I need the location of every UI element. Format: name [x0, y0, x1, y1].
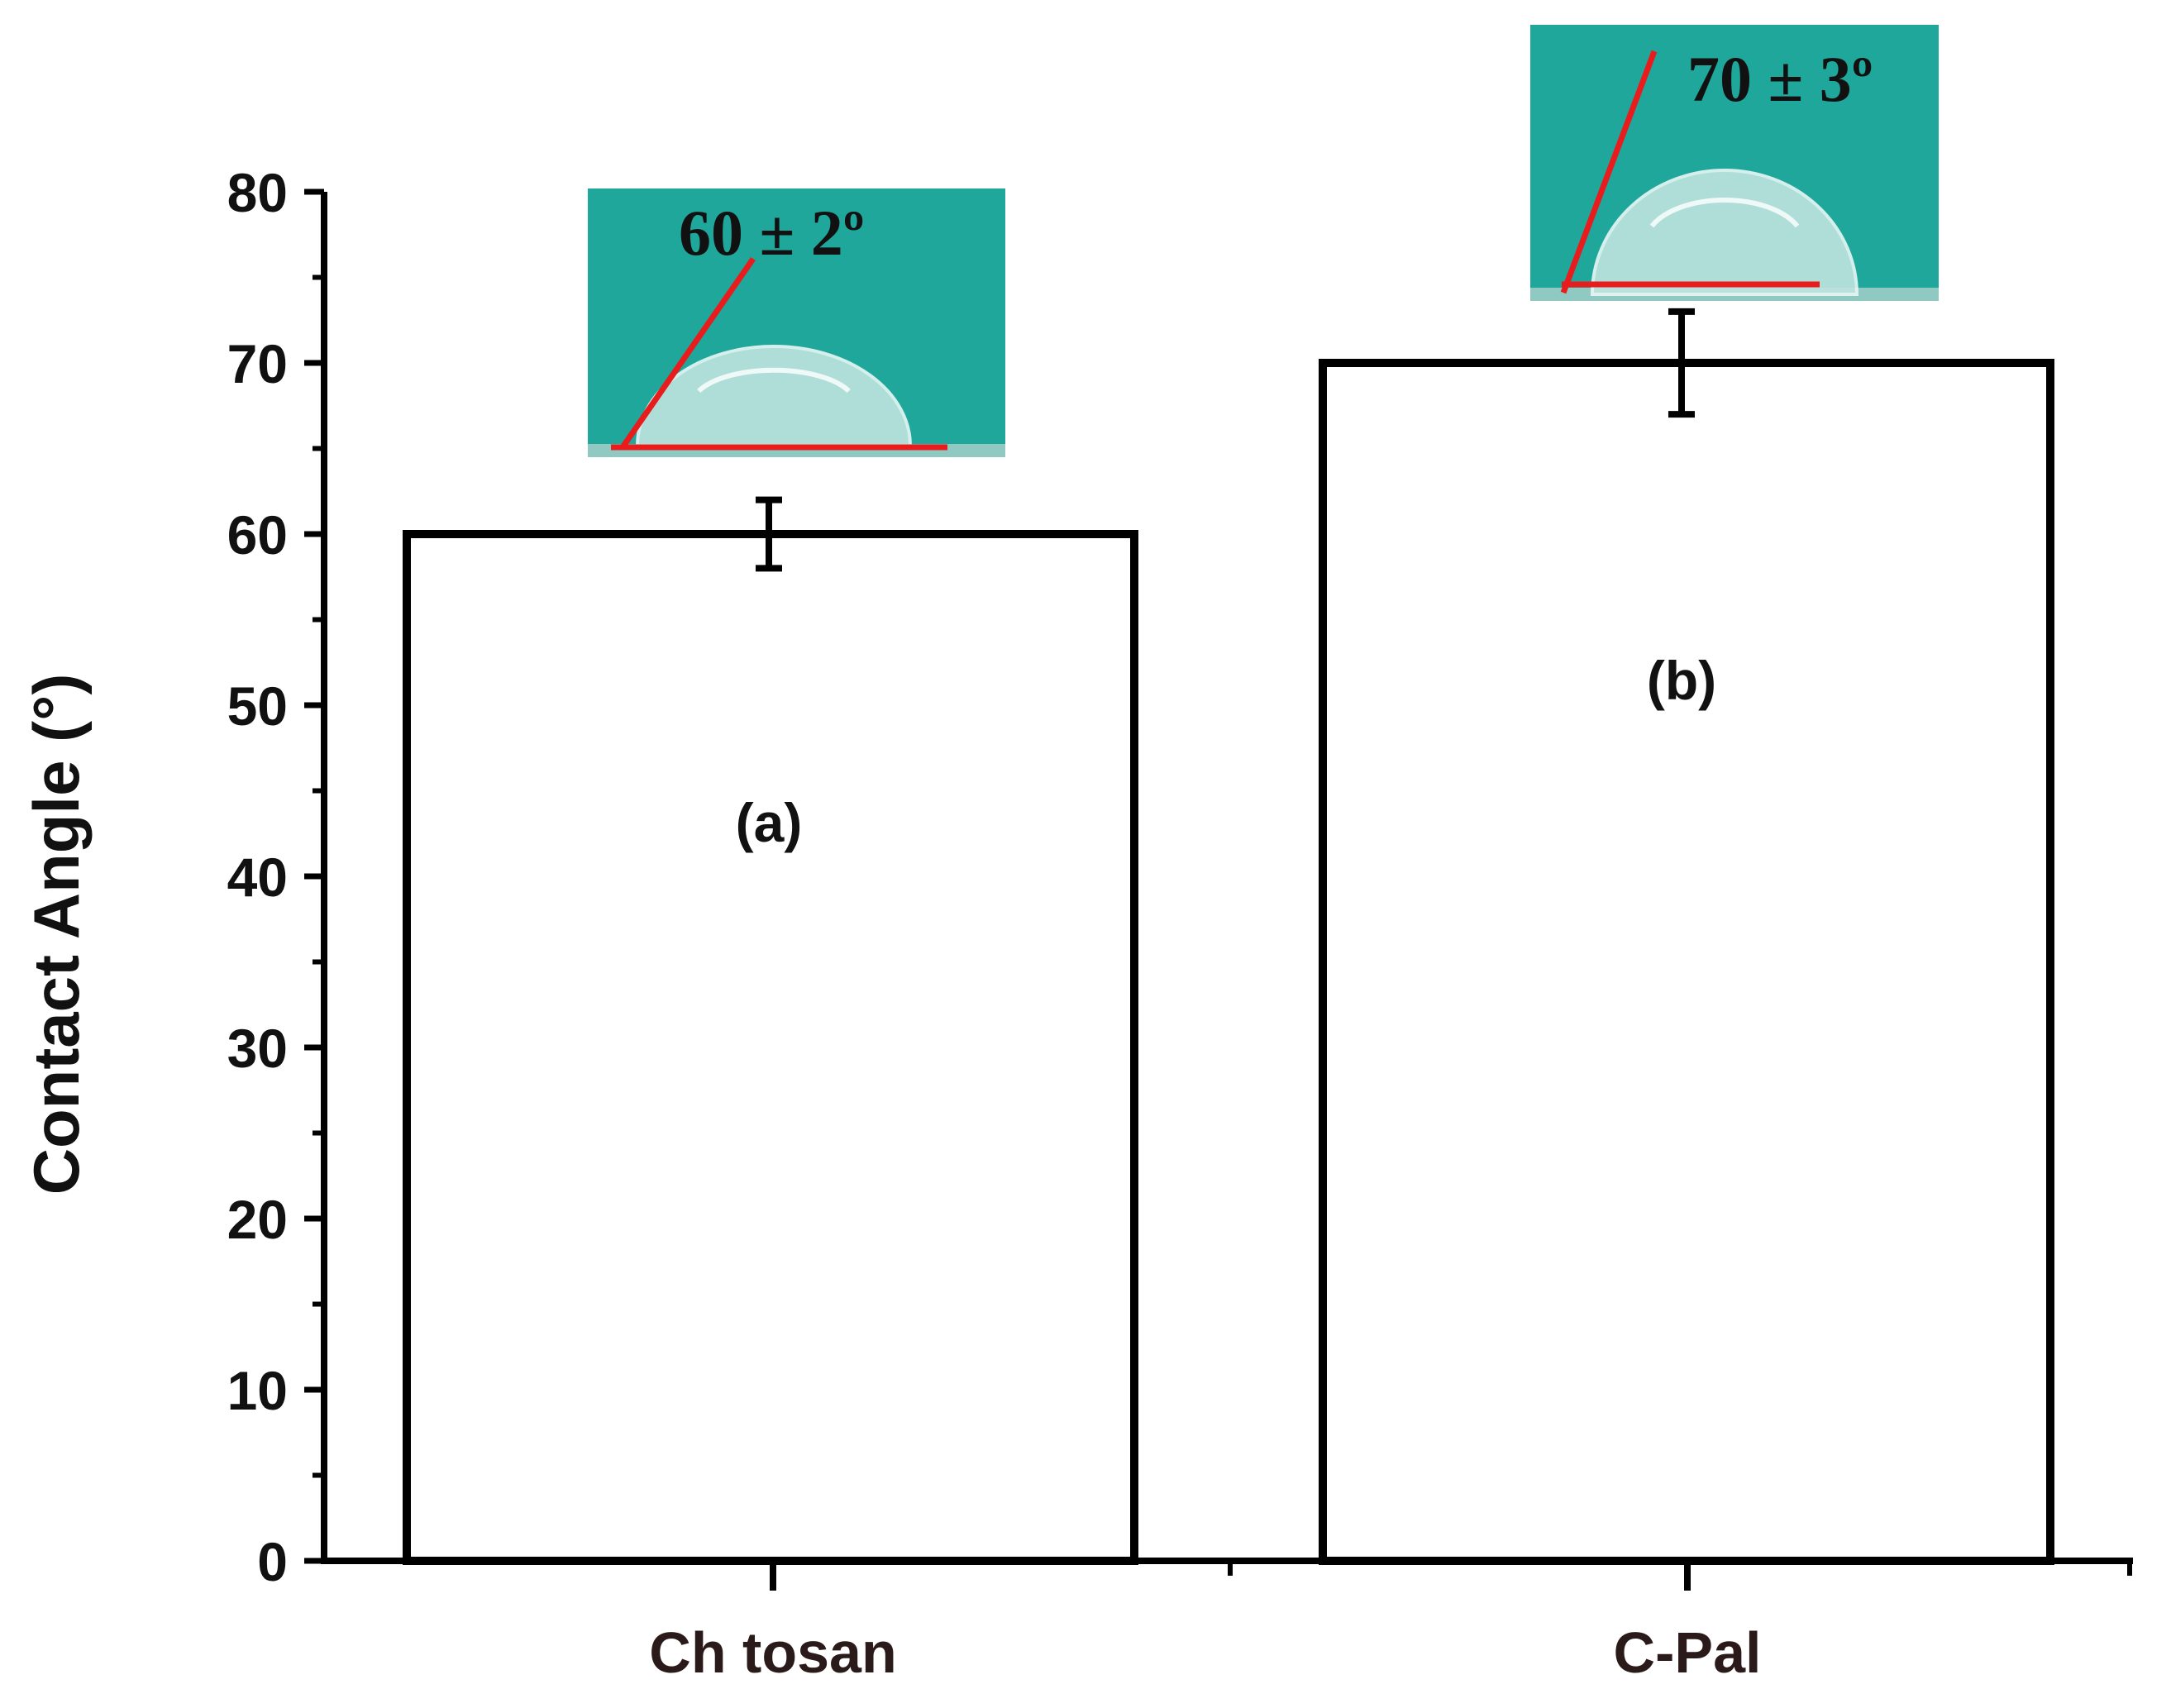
- contact-angle-value: 70 ± 3º: [1687, 43, 1873, 115]
- error-bar: [1668, 308, 1695, 418]
- bar-label: (a): [736, 792, 803, 853]
- y-tick-label: 50: [227, 675, 288, 737]
- bar: [1319, 359, 2054, 1565]
- y-tick-label: 20: [227, 1189, 288, 1250]
- droplet-photo-inset: 70 ± 3º: [1530, 25, 1939, 301]
- y-axis-ticks: 0 10 20 30 40 50 60 70 80: [227, 162, 324, 1592]
- y-tick-label: 0: [257, 1531, 288, 1592]
- y-tick-label: 30: [227, 1018, 288, 1079]
- water-droplet: [1590, 169, 1859, 296]
- bar: [403, 530, 1138, 1565]
- tangent-line: [620, 257, 756, 449]
- tangent-line: [1560, 50, 1658, 294]
- bar-label: (b): [1647, 650, 1716, 711]
- y-tick-label: 70: [227, 333, 288, 394]
- y-tick-label: 80: [227, 162, 288, 223]
- x-axis-ticks: Ch tosan C-Pal: [649, 1561, 2132, 1685]
- error-bar: [756, 496, 782, 572]
- droplet-photo-inset: 60 ± 2º: [588, 188, 1005, 457]
- x-category-label: Ch tosan: [649, 1620, 896, 1685]
- y-tick-label: 40: [227, 847, 288, 908]
- droplet-insets: 60 ± 2º 70 ± 3º: [588, 25, 1939, 457]
- contact-angle-value: 60 ± 2º: [679, 197, 865, 269]
- y-tick-label: 60: [227, 504, 288, 565]
- y-tick-label: 10: [227, 1360, 288, 1421]
- bars: (a) (b): [403, 308, 2054, 1565]
- droplet-highlight: [697, 367, 851, 394]
- y-axis-title: Contact Angle (°): [20, 674, 93, 1195]
- droplet-highlight: [1649, 197, 1800, 228]
- x-category-label: C-Pal: [1614, 1620, 1762, 1685]
